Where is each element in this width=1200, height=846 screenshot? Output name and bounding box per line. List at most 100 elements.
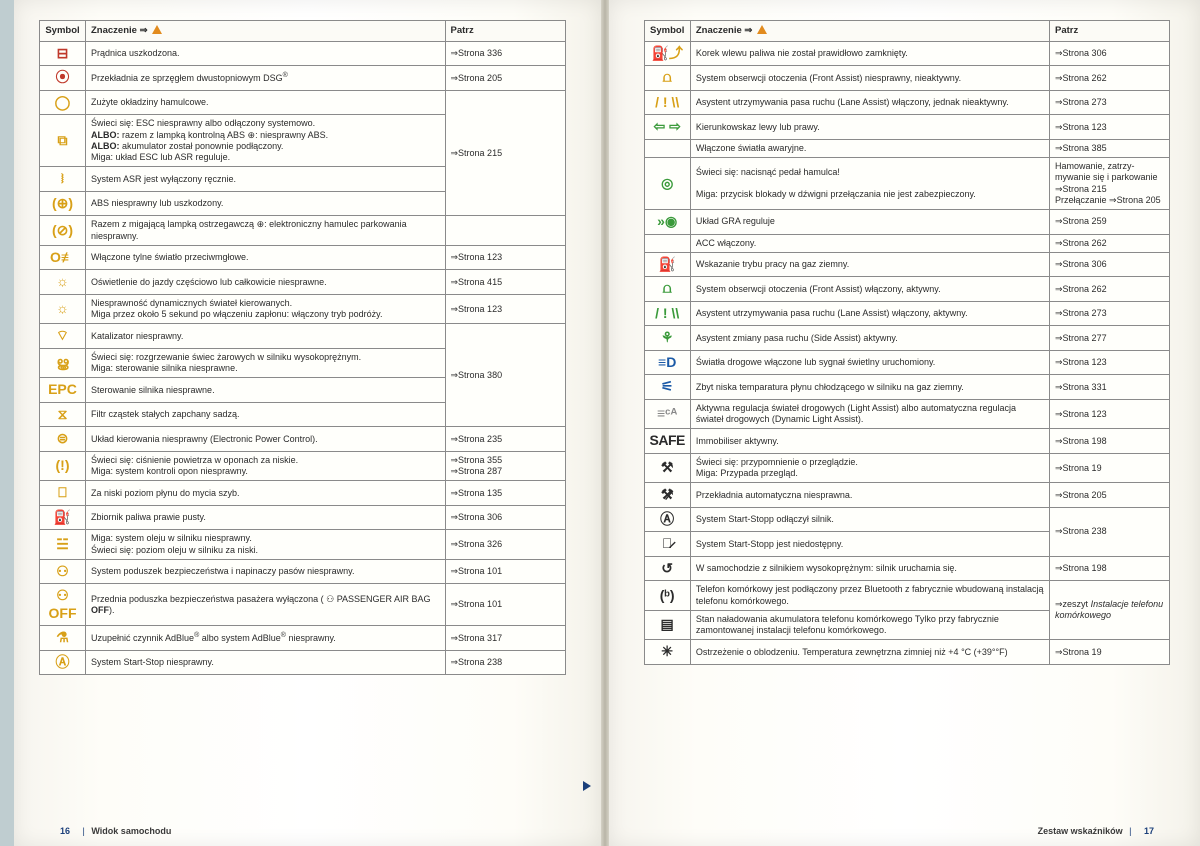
symbol-icon: [644, 139, 690, 157]
symbol-icon: ⧖: [40, 402, 86, 427]
symbol-icon: [644, 234, 690, 252]
meaning-text: Za niski poziom płynu do mycia szyb.: [86, 481, 446, 506]
meaning-text: System ASR jest wyłączony ręcznie.: [86, 167, 446, 192]
page-ref: ⇒Strona 317: [445, 626, 565, 651]
symbol-icon: ൠ: [40, 348, 86, 378]
symbol-icon: O≢: [40, 245, 86, 270]
meaning-text: Stan naładowania akumulatora telefonu ko…: [690, 610, 1049, 640]
page-ref: ⇒Strona 215: [445, 90, 565, 216]
page-ref: ⇒Strona 123: [445, 294, 565, 324]
symbol-icon: ▤: [644, 610, 690, 640]
meaning-text: Miga: system oleju w silniku niesprawny.…: [86, 530, 446, 560]
page-ref: ⇒Strona 259: [1050, 210, 1170, 235]
page-ref: ⇒Strona 262: [1050, 277, 1170, 302]
footer-right: Zestaw wskaźników | 17: [1038, 826, 1160, 836]
meaning-text: Światła drogowe włączone lub sygnał świe…: [690, 350, 1049, 375]
meaning-text: Przekładnia automatyczna niesprawna.: [690, 483, 1049, 508]
symbol-icon: ⧘: [40, 167, 86, 192]
meaning-text: ABS niesprawny lub uszkodzony.: [86, 191, 446, 216]
col-ref: Patrz: [1050, 21, 1170, 42]
page-ref: ⇒Strona 123: [1050, 350, 1170, 375]
page-ref: ⇒Strona 135: [445, 481, 565, 506]
symbol-icon: EPC: [40, 378, 86, 403]
symbol-icon: ☱: [40, 530, 86, 560]
symbol-icon: ⚘: [644, 326, 690, 351]
page-ref: ⇒Strona 355⇒Strona 287: [445, 451, 565, 481]
page-right: SymbolZnaczenie ⇒ Patrz ⛽⤴Korek wlewu pa…: [609, 0, 1200, 846]
meaning-text: Zbyt niska temparatura płynu chłodzącego…: [690, 375, 1049, 400]
page-number: 16: [60, 826, 70, 836]
page-ref: ⇒Strona 123: [1050, 115, 1170, 140]
symbol-icon: (⊕): [40, 191, 86, 216]
symbol-icon: ⦿: [40, 66, 86, 91]
page-number: 17: [1144, 826, 1154, 836]
page-ref: ⇒Strona 205: [1050, 483, 1170, 508]
page-ref: ⇒Strona 198: [1050, 556, 1170, 581]
section-title: Widok samochodu: [91, 826, 171, 836]
page-ref: ⇒Strona 331: [1050, 375, 1170, 400]
meaning-text: Uzupełnić czynnik AdBlue® albo system Ad…: [86, 626, 446, 651]
meaning-text: Immobiliser aktywny.: [690, 429, 1049, 454]
meaning-text: Katalizator niesprawny.: [86, 324, 446, 349]
symbol-icon: ✳: [644, 640, 690, 665]
page-ref: ⇒Strona 385: [1050, 139, 1170, 157]
meaning-text: Zużyte okładziny hamulcowe.: [86, 90, 446, 115]
table-head-r: SymbolZnaczenie ⇒ Patrz: [644, 21, 1170, 42]
symbol-icon: / ! \\: [644, 90, 690, 115]
meaning-text: Przekładnia ze sprzęgłem dwustopniowym D…: [86, 66, 446, 91]
symbol-icon: ⇦ ⇨: [644, 115, 690, 140]
meaning-text: Razem z migającą lampką ostrzegawczą ⊕: …: [86, 216, 446, 246]
meaning-text: Niesprawność dynamicznych świateł kierow…: [86, 294, 446, 324]
meaning-text: Układ GRA reguluje: [690, 210, 1049, 235]
page-ref: ⇒Strona 273: [1050, 301, 1170, 326]
symbol-icon: ⛽: [40, 505, 86, 530]
col-meaning: Znaczenie ⇒: [690, 21, 1049, 42]
page-ref: ⇒Strona 273: [1050, 90, 1170, 115]
symbol-icon: ◎: [644, 158, 690, 210]
book-spine: [601, 0, 609, 846]
col-symbol: Symbol: [40, 21, 86, 42]
symbol-icon: ⧉: [40, 115, 86, 167]
meaning-text: Wskazanie trybu pracy na gaz ziemny.: [690, 252, 1049, 277]
page-ref: Hamowanie, zatrzy­mywanie się i parko­wa…: [1050, 158, 1170, 210]
page-ref: ⇒Strona 101: [445, 584, 565, 626]
page-ref: ⇒Strona 123: [445, 245, 565, 270]
symbol-icon: ≡ᶜᴬ: [644, 399, 690, 429]
page-ref: ⇒zeszyt Instalacje te­lefonu komórkowego: [1050, 581, 1170, 640]
meaning-text: Sterowanie silnika niesprawne.: [86, 378, 446, 403]
symbol-icon: (!): [40, 451, 86, 481]
page-ref: ⇒Strona 415: [445, 270, 565, 295]
symbol-icon: ⚇: [40, 559, 86, 584]
meaning-text: Telefon komórkowy jest podłączony przez …: [690, 581, 1049, 611]
meaning-text: Ostrzeżenie o oblodzeniu. Temperatura ze…: [690, 640, 1049, 665]
symbol-icon: ⚟: [644, 375, 690, 400]
page-ref: ⇒Strona 238: [1050, 507, 1170, 556]
meaning-text: System Start-Stopp jest niedostępny.: [690, 532, 1049, 557]
page-ref: ⇒Strona 235: [445, 427, 565, 452]
footer-left: 16 | Widok samochodu: [54, 826, 171, 836]
meaning-text: Kierunkowskaz lewy lub prawy.: [690, 115, 1049, 140]
symbol-icon: ⛽⤴: [644, 41, 690, 66]
symbol-icon: ⊟: [40, 41, 86, 66]
meaning-text: Prądnica uszkodzona.: [86, 41, 446, 66]
symbol-icon: ⛽: [644, 252, 690, 277]
meaning-text: Przednia poduszka bezpieczeństwa pasażer…: [86, 584, 446, 626]
meaning-text: System Start-Stopp odłączył silnik.: [690, 507, 1049, 532]
meaning-text: ACC włączony.: [690, 234, 1049, 252]
symbol-icon: ◯: [40, 90, 86, 115]
continue-arrow: [583, 781, 591, 791]
symbols-table-left: SymbolZnaczenie ⇒ Patrz ⊟Prądnica uszkod…: [39, 20, 566, 675]
meaning-text: Świeci się: ciśnienie powietrza w oponac…: [86, 451, 446, 481]
page-ref: ⇒Strona 277: [1050, 326, 1170, 351]
meaning-text: System obserwcji otoczenia (Front Assist…: [690, 277, 1049, 302]
page-ref: ⇒Strona 19: [1050, 453, 1170, 483]
meaning-text: Asystent utrzymywania pasa ruchu (Lane A…: [690, 90, 1049, 115]
symbol-icon: ⚇ OFF: [40, 584, 86, 626]
symbol-icon: / ! \\: [644, 301, 690, 326]
page-ref: ⇒Strona 101: [445, 559, 565, 584]
meaning-text: Korek wlewu paliwa nie został prawidłowo…: [690, 41, 1049, 66]
page-ref: ⇒Strona 306: [1050, 252, 1170, 277]
page-ref: ⇒Strona 262: [1050, 66, 1170, 91]
symbol-icon: Ⓐ: [40, 650, 86, 675]
col-ref: Patrz: [445, 21, 565, 42]
